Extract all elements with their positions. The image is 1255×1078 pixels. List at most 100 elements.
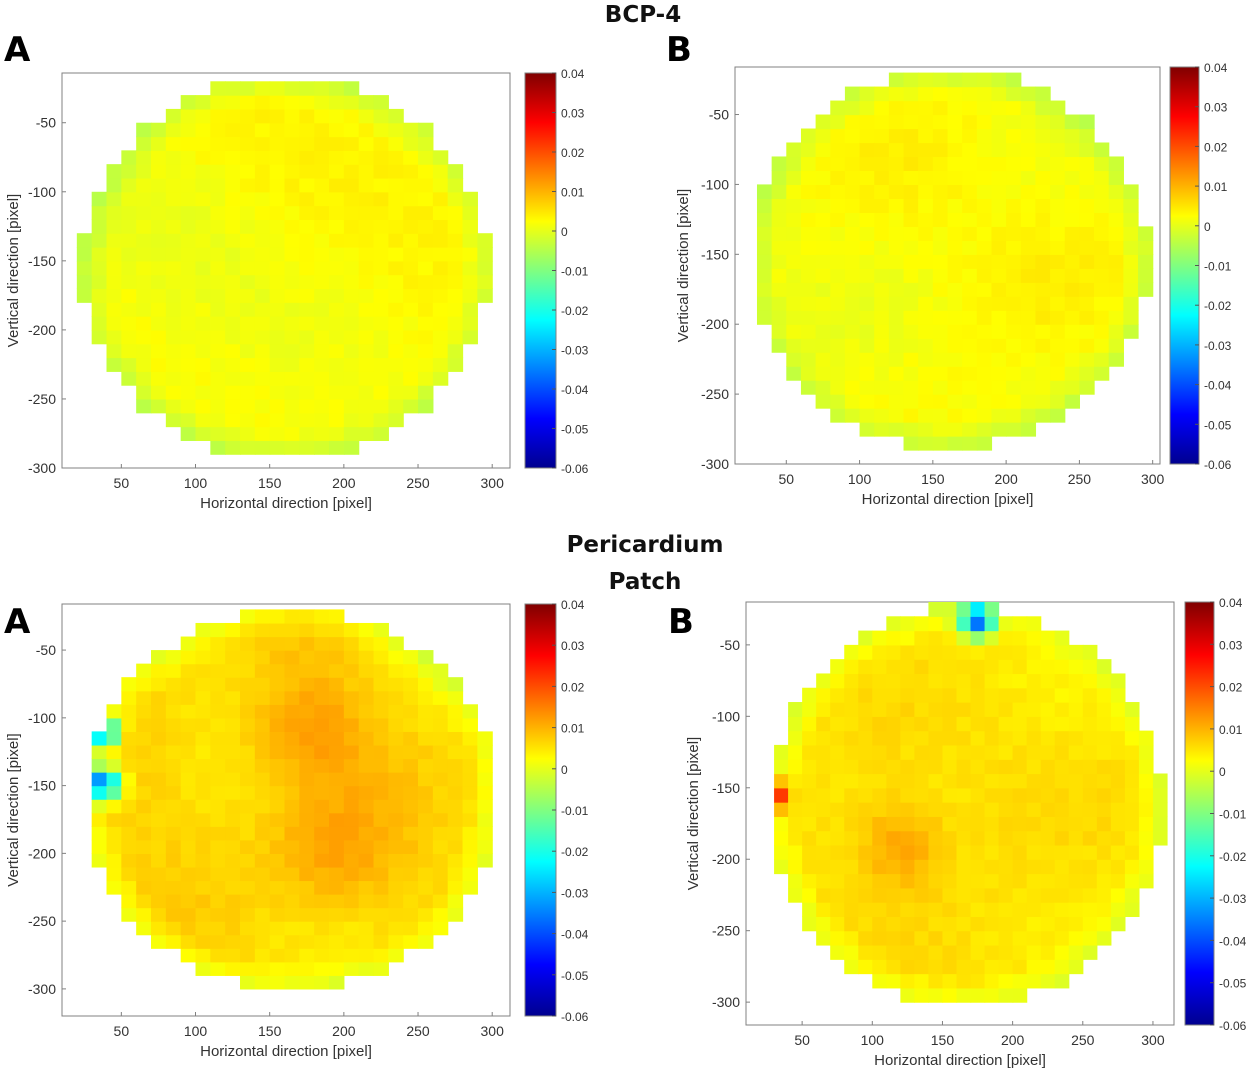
heatmap-cell [254, 191, 271, 207]
heatmap-cell [844, 744, 859, 760]
heatmap-cell [1006, 338, 1022, 353]
heatmap-cell [136, 907, 152, 922]
heatmap-cell [432, 880, 449, 895]
heatmap-cell [240, 440, 256, 455]
heatmap-cell [991, 212, 1007, 227]
heatmap-cell [314, 948, 330, 963]
heatmap-cell [802, 887, 817, 903]
heatmap-cell [210, 921, 226, 936]
heatmap-cell [903, 436, 919, 451]
heatmap-cell [358, 219, 375, 234]
heatmap-cell [225, 95, 241, 110]
heatmap-cell [1079, 366, 1095, 381]
heatmap-cell [928, 959, 944, 975]
heatmap-cell [358, 108, 375, 124]
heatmap-cell [432, 744, 449, 760]
heatmap-cell [106, 302, 122, 317]
heatmap-cell [447, 785, 464, 800]
heatmap-cell [254, 108, 271, 124]
heatmap-cell [106, 799, 122, 814]
heatmap-cell [947, 282, 963, 297]
heatmap-cell [1006, 380, 1022, 395]
heatmap-cell [299, 894, 315, 909]
heatmap-cell [800, 198, 817, 213]
heatmap-cell [121, 866, 137, 882]
heatmap-cell [195, 948, 211, 963]
heatmap-cell [373, 398, 389, 414]
heatmap-cell [240, 288, 256, 303]
heatmap-cell [106, 247, 122, 262]
heatmap-cell [151, 329, 167, 345]
colorbar-tick-label: -0.05 [1219, 977, 1247, 991]
heatmap-cell [903, 226, 919, 241]
heatmap-cell [956, 787, 972, 803]
heatmap-cell [859, 142, 875, 158]
heatmap-cell [859, 212, 875, 227]
heatmap-cell [240, 880, 256, 895]
heatmap-cell [240, 191, 256, 207]
heatmap-cell [830, 114, 846, 130]
heatmap-cell [403, 772, 419, 787]
heatmap-cell [830, 673, 845, 689]
heatmap-cell [314, 744, 330, 760]
heatmap-cell [254, 177, 271, 193]
heatmap-cell [358, 205, 375, 220]
heatmap-cell [373, 961, 389, 976]
heatmap-cell [373, 357, 389, 372]
heatmap-cell [151, 247, 167, 262]
heatmap-cell [240, 975, 256, 990]
heatmap-cell [1006, 142, 1022, 158]
heatmap-cell [874, 198, 890, 213]
heatmap-cell [388, 799, 404, 814]
heatmap-cell [756, 198, 773, 213]
heatmap-cell [254, 622, 271, 638]
x-tick-label: 200 [994, 471, 1018, 487]
colorbar-tick-label: 0.04 [1204, 61, 1228, 75]
heatmap-cell [388, 233, 404, 248]
heatmap-cell [106, 826, 122, 841]
heatmap-cell [1138, 873, 1154, 889]
heatmap-cell [830, 902, 845, 917]
heatmap-cell [180, 772, 197, 787]
heatmap-cell [859, 128, 875, 144]
heatmap-cell [373, 717, 389, 732]
heatmap-cell [918, 380, 934, 395]
heatmap-cell [984, 844, 1000, 860]
heatmap-cell [1108, 170, 1124, 186]
heatmap-cell [918, 100, 934, 116]
heatmap-cell [180, 150, 197, 165]
heatmap-cell [358, 744, 375, 760]
heatmap-cell [329, 704, 345, 719]
heatmap-cell [1006, 72, 1022, 88]
heatmap-cell [462, 839, 478, 854]
heatmap-cell [858, 773, 873, 789]
heatmap-cell [914, 759, 930, 775]
heatmap-cell [180, 371, 197, 386]
heatmap-cell [976, 324, 993, 339]
heatmap-cell [874, 408, 890, 423]
heatmap-cell [210, 785, 226, 800]
heatmap-cell [136, 717, 152, 732]
colorbar-tick-label: -0.03 [1219, 892, 1247, 906]
heatmap-cell [1012, 702, 1028, 717]
heatmap-cell [225, 219, 241, 234]
heatmap-cell [1094, 240, 1110, 255]
x-tick-label: 200 [332, 475, 356, 491]
heatmap-cell [180, 108, 197, 124]
heatmap-cell [991, 240, 1007, 255]
heatmap-cell [106, 772, 122, 787]
heatmap-cell [373, 219, 389, 234]
heatmap-cell [984, 644, 1000, 660]
heatmap-cell [874, 380, 890, 395]
heatmap-cell [358, 329, 375, 345]
x-tick-label: 50 [779, 471, 795, 487]
heatmap-cell [373, 839, 389, 854]
y-axis-label: Vertical direction [pixel] [5, 733, 22, 886]
heatmap-cell [1110, 916, 1126, 932]
heatmap-cell [900, 644, 915, 660]
heatmap-cell [872, 802, 887, 817]
heatmap-cell [462, 799, 478, 814]
heatmap-cell [1035, 324, 1051, 339]
heatmap-cell [151, 717, 167, 732]
heatmap-cell [210, 247, 226, 262]
